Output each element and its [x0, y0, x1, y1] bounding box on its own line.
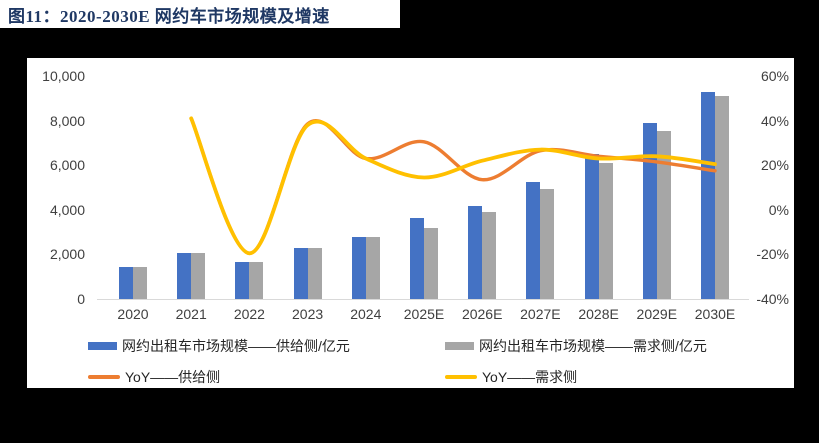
bar-supply-2022	[235, 262, 250, 299]
figure-title-strip: 图11：2020-2030E 网约车市场规模及增速	[0, 0, 400, 28]
figure-title: 图11：2020-2030E 网约车市场规模及增速	[8, 6, 330, 26]
bar-supply-2030E	[701, 91, 715, 299]
chart-legend: 网约出租车市场规模——供给侧/亿元 网约出租车市场规模——需求侧/亿元 YoY—…	[88, 336, 788, 398]
legend-row-2: YoY——供给侧 YoY——需求侧	[88, 367, 788, 387]
demand-yoy-line-swatch	[445, 375, 477, 379]
y-axis-tick-label: 10,000	[42, 68, 85, 84]
legend-label-supply-bar: 网约出租车市场规模——供给侧/亿元	[122, 338, 350, 354]
y-axis-tick-label: 4,000	[49, 201, 85, 218]
legend-label-demand-yoy: YoY——需求侧	[482, 369, 578, 385]
supply-bar-swatch	[88, 342, 117, 350]
x-axis-label: 2030E	[694, 306, 736, 322]
x-axis-label: 2028E	[578, 306, 619, 322]
bar-demand-2023	[307, 248, 322, 299]
bar-demand-2025E	[424, 227, 438, 299]
bar-demand-2026E	[482, 212, 497, 299]
x-axis-line	[97, 299, 749, 300]
y-axis-tick-label: 0	[77, 291, 85, 307]
x-axis-label: 2027E	[520, 306, 561, 322]
bar-supply-2027E	[526, 181, 541, 299]
legend-row-1: 网约出租车市场规模——供给侧/亿元 网约出租车市场规模——需求侧/亿元	[88, 336, 788, 356]
right-axis-tick-label: 60%	[760, 68, 789, 84]
demand-yoy-line	[189, 116, 717, 256]
legend-item-demand-bar: 网约出租车市场规模——需求侧/亿元	[445, 336, 707, 356]
legend-item-supply-bar: 网约出租车市场规模——供给侧/亿元	[88, 336, 445, 356]
bar-supply-2021	[177, 253, 192, 299]
right-axis-tick-label: -40%	[756, 291, 789, 307]
bar-supply-2025E	[410, 217, 424, 299]
bar-supply-2023	[293, 248, 308, 299]
legend-label-demand-bar: 网约出租车市场规模——需求侧/亿元	[479, 338, 707, 354]
bar-supply-2026E	[468, 206, 483, 299]
y-axis-tick-label: 8,000	[49, 112, 85, 129]
bar-demand-2020	[133, 266, 147, 299]
right-axis-tick-label: 40%	[760, 112, 789, 129]
chart-card: 0 2,000 4,000 6,000 8,000 10,000 -40% -20% 0% 20%…	[27, 58, 794, 388]
y-axis-tick-label: 2,000	[49, 246, 85, 263]
bar-demand-2029E	[656, 130, 671, 299]
bar-demand-2030E	[715, 96, 729, 299]
supply-yoy-line	[189, 116, 717, 256]
right-axis-tick-label: 20%	[760, 157, 789, 174]
demand-bar-swatch	[445, 342, 474, 350]
x-axis-label: 2023	[292, 306, 324, 322]
x-axis-label: 2029E	[636, 306, 678, 322]
bar-demand-2022	[249, 262, 264, 299]
bar-demand-2027E	[540, 188, 555, 299]
bar-demand-2028E	[598, 162, 613, 299]
x-axis-label: 2020	[117, 306, 149, 322]
legend-label-supply-yoy: YoY——供给侧	[125, 369, 221, 385]
x-axis-label: 2025E	[403, 306, 445, 322]
bar-supply-2029E	[642, 122, 657, 299]
right-axis-tick-label: 0%	[768, 201, 789, 218]
right-axis-tick-label: -20%	[756, 246, 789, 263]
bar-demand-2024	[365, 236, 380, 299]
x-axis-label: 2021	[175, 306, 207, 322]
y-axis-tick-label: 6,000	[49, 157, 85, 174]
bar-supply-2028E	[584, 154, 599, 299]
bar-demand-2021	[191, 253, 206, 299]
legend-item-supply-yoy: YoY——供给侧	[88, 367, 445, 387]
legend-item-demand-yoy: YoY——需求侧	[445, 367, 577, 387]
x-axis-label: 2026E	[461, 306, 503, 322]
bar-supply-2024	[351, 236, 366, 299]
bar-supply-2020	[119, 266, 133, 299]
supply-yoy-line-swatch	[88, 375, 120, 379]
x-axis-label: 2024	[350, 306, 382, 322]
x-axis-label: 2022	[233, 306, 265, 322]
